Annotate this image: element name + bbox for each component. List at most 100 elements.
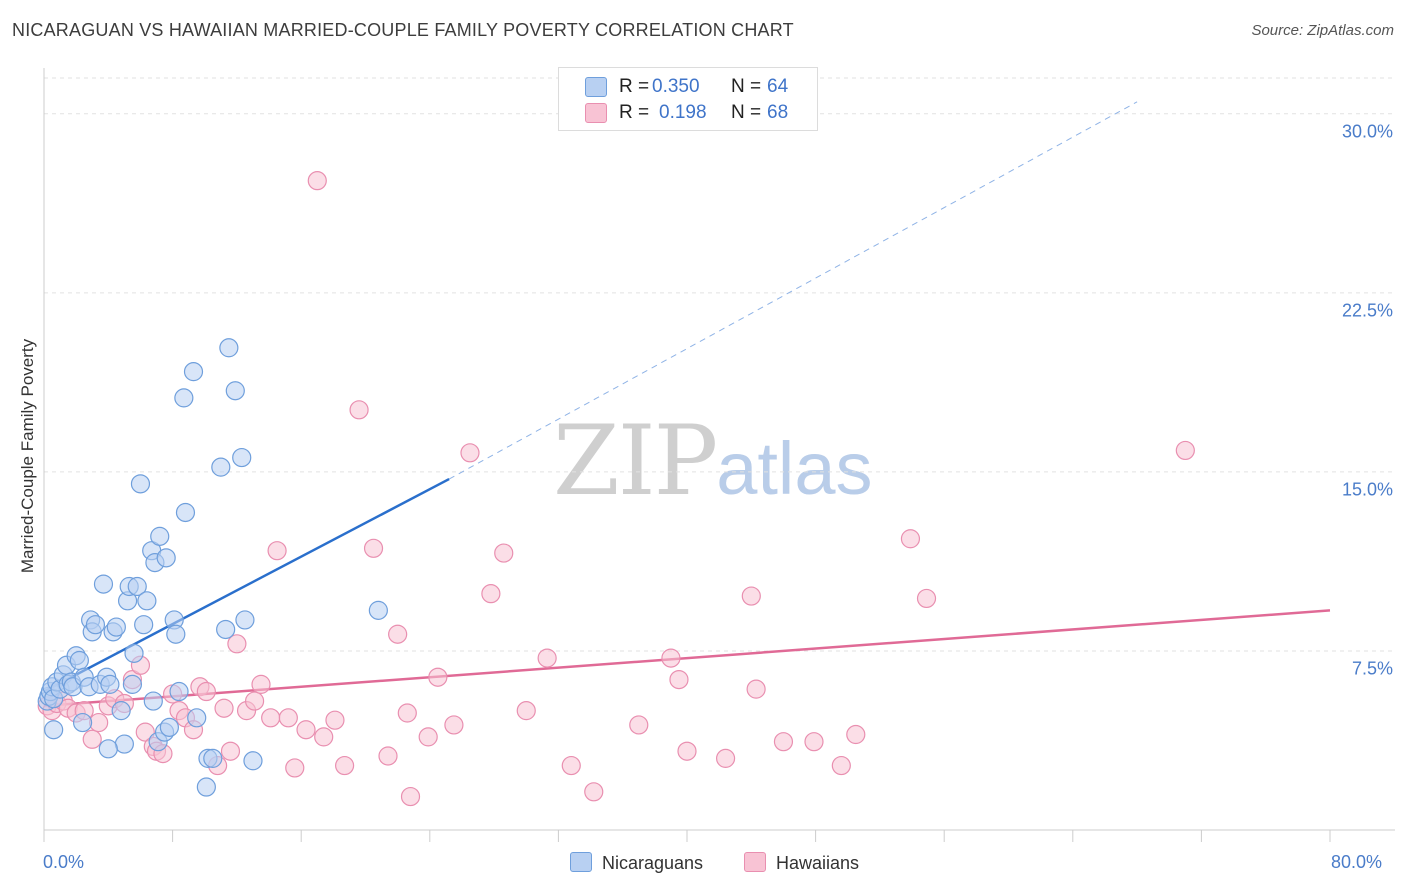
point-nicaraguan xyxy=(44,720,64,740)
point-hawaiian xyxy=(428,667,448,687)
point-nicaraguan xyxy=(69,650,89,671)
watermark-zip: ZIP xyxy=(553,405,718,517)
x-tick-label-max: 80.0% xyxy=(1331,852,1383,872)
point-nicaraguan xyxy=(216,619,236,640)
point-hawaiian xyxy=(82,729,102,749)
watermark-atlas: atlas xyxy=(716,427,873,510)
point-hawaiian xyxy=(397,703,417,723)
x-tick-label-min: 0.0% xyxy=(43,852,85,872)
point-hawaiian xyxy=(561,755,581,776)
point-nicaraguan xyxy=(130,474,151,494)
point-hawaiian xyxy=(388,624,408,644)
point-hawaiian xyxy=(460,443,480,463)
y-axis-label: Married-Couple Family Poverty xyxy=(18,338,37,574)
point-hawaiian xyxy=(741,586,761,606)
point-hawaiian xyxy=(629,715,649,735)
point-nicaraguan xyxy=(156,548,176,568)
bottom-legend-nicaraguans: Nicaraguans xyxy=(570,852,703,874)
point-hawaiian xyxy=(831,755,851,776)
point-hawaiian xyxy=(278,708,298,728)
point-nicaraguan xyxy=(219,338,239,358)
y-tick-label: 15.0% xyxy=(1341,479,1393,500)
legend-r-value: 0.198 xyxy=(659,102,707,123)
point-hawaiian xyxy=(537,648,557,668)
point-nicaraguan xyxy=(232,447,252,468)
legend-n-value: 68 xyxy=(767,102,789,123)
bottom-legend-hawaiians: Hawaiians xyxy=(744,852,859,874)
point-nicaraguan xyxy=(175,502,196,523)
y-tick-label: 7.5% xyxy=(1351,658,1393,679)
point-hawaiian xyxy=(335,755,355,776)
point-hawaiian xyxy=(251,674,271,694)
bottom-legend-label-hawaiians: Hawaiians xyxy=(776,853,860,873)
point-hawaiian xyxy=(900,529,921,549)
point-hawaiian xyxy=(135,722,155,742)
data-points xyxy=(37,171,1195,807)
legend-n-label: N = xyxy=(731,76,762,97)
source-credit: Source: ZipAtlas.com xyxy=(1251,22,1394,39)
point-hawaiian xyxy=(715,748,736,768)
point-nicaraguan xyxy=(137,591,157,611)
point-hawaiian xyxy=(196,681,216,702)
bottom-legend-swatch-nicaraguans xyxy=(570,852,592,872)
point-nicaraguan xyxy=(143,691,163,711)
bottom-legend-swatch-hawaiians xyxy=(744,852,766,872)
legend-r-label: R = xyxy=(619,102,650,123)
point-hawaiian xyxy=(400,786,421,807)
point-hawaiian xyxy=(494,543,514,563)
legend-swatch-nicaraguans xyxy=(585,77,607,97)
point-nicaraguan xyxy=(111,701,131,721)
point-nicaraguan xyxy=(150,526,170,546)
point-nicaraguan xyxy=(93,574,114,594)
point-hawaiian xyxy=(267,541,287,561)
point-hawaiian xyxy=(214,698,234,718)
point-hawaiian xyxy=(363,538,384,558)
point-hawaiian xyxy=(314,727,334,747)
point-hawaiian xyxy=(349,400,369,420)
point-hawaiian xyxy=(444,715,464,735)
point-hawaiian xyxy=(325,710,345,730)
y-tick-label: 22.5% xyxy=(1341,300,1393,321)
point-hawaiian xyxy=(285,758,305,778)
point-nicaraguan xyxy=(169,681,189,702)
point-nicaraguan xyxy=(159,717,179,737)
point-nicaraguan xyxy=(134,615,154,635)
point-nicaraguan xyxy=(114,734,134,754)
trend-line-nicaraguans xyxy=(43,477,450,693)
legend-swatch-hawaiians xyxy=(585,103,607,123)
point-nicaraguan xyxy=(85,615,106,635)
point-nicaraguan xyxy=(124,643,144,663)
correlation-legend: R = 0.350 N = 64 R = 0.198 N = 68 xyxy=(558,67,818,131)
y-tick-label: 30.0% xyxy=(1341,121,1393,142)
point-hawaiian xyxy=(220,741,241,761)
point-hawaiian xyxy=(307,171,327,191)
point-nicaraguan xyxy=(187,708,207,728)
point-nicaraguan xyxy=(203,748,223,768)
watermark: ZIPatlas xyxy=(553,405,873,517)
point-nicaraguan xyxy=(368,600,388,620)
point-nicaraguan xyxy=(243,751,263,771)
point-nicaraguan xyxy=(225,381,245,401)
point-hawaiian xyxy=(669,669,689,690)
point-nicaraguan xyxy=(127,576,147,597)
point-nicaraguan xyxy=(183,362,204,382)
point-hawaiian xyxy=(746,679,766,699)
point-hawaiian xyxy=(227,634,247,654)
point-nicaraguan xyxy=(98,739,118,759)
point-nicaraguan xyxy=(235,610,255,630)
point-hawaiian xyxy=(916,588,937,609)
legend-r-label: R = xyxy=(619,76,650,97)
point-nicaraguan xyxy=(100,674,120,694)
point-nicaraguan xyxy=(211,457,231,477)
point-hawaiian xyxy=(661,648,681,668)
point-hawaiian xyxy=(584,782,604,802)
point-nicaraguan xyxy=(72,712,93,733)
bottom-legend-label-nicaraguans: Nicaraguans xyxy=(602,853,704,873)
point-nicaraguan xyxy=(106,617,126,637)
point-hawaiian xyxy=(378,746,398,766)
point-hawaiian xyxy=(804,732,824,752)
legend-n-label: N = xyxy=(731,102,762,123)
legend-r-value: 0.350 xyxy=(652,76,700,97)
point-hawaiian xyxy=(1175,440,1195,461)
